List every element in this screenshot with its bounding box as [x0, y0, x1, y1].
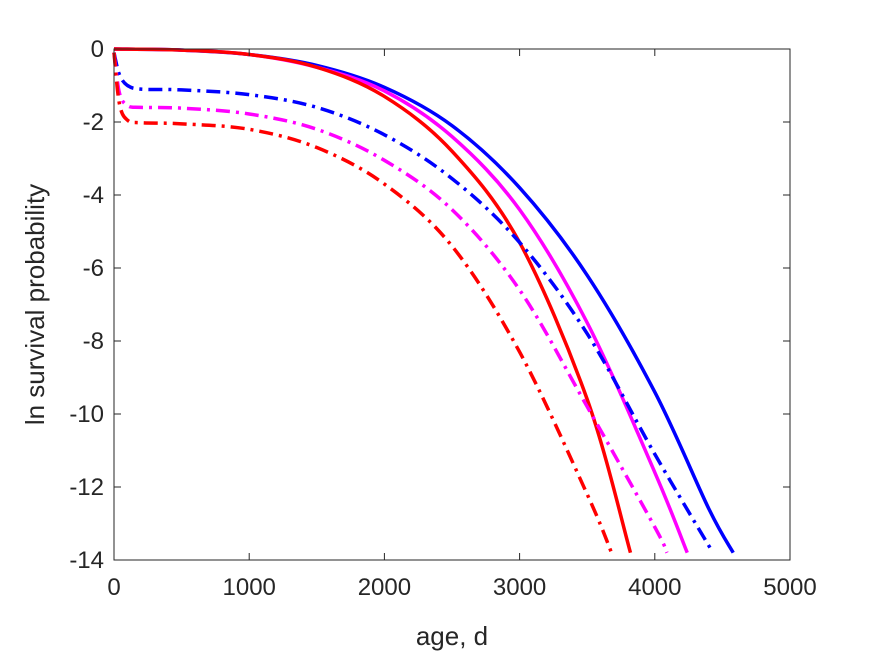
y-tick-label: -6: [83, 255, 104, 282]
x-tick-label: 5000: [763, 574, 816, 601]
plot-area-frame: [113, 48, 791, 561]
axis-ticks: [113, 48, 791, 561]
x-tick-label: 1000: [223, 574, 276, 601]
series-line-4: [112, 52, 715, 554]
x-tick-label: 2000: [358, 574, 411, 601]
y-tick-label: -2: [83, 109, 104, 136]
y-tick-label: -12: [69, 474, 104, 501]
y-tick-label: 0: [91, 36, 104, 63]
series-line-2: [113, 47, 689, 554]
y-tick-label: -14: [69, 547, 104, 574]
y-axis-label: ln survival probability: [20, 184, 50, 425]
y-tick-label: -10: [69, 401, 104, 428]
x-tick-label: 3000: [493, 574, 546, 601]
y-tick-labels: 0 -2 -4 -6 -8 -10 -12 -14: [69, 36, 104, 574]
series-line-6: [112, 52, 614, 554]
x-tick-label: 4000: [628, 574, 681, 601]
x-axis-label: age, d: [416, 621, 488, 651]
y-tick-label: -8: [83, 328, 104, 355]
x-tick-labels: 0 1000 2000 3000 4000 5000: [107, 574, 816, 601]
series-line-3: [113, 47, 633, 554]
y-tick-label: -4: [83, 182, 104, 209]
plot-curves: [112, 47, 735, 554]
x-tick-label: 0: [107, 574, 120, 601]
series-line-5: [112, 52, 669, 554]
